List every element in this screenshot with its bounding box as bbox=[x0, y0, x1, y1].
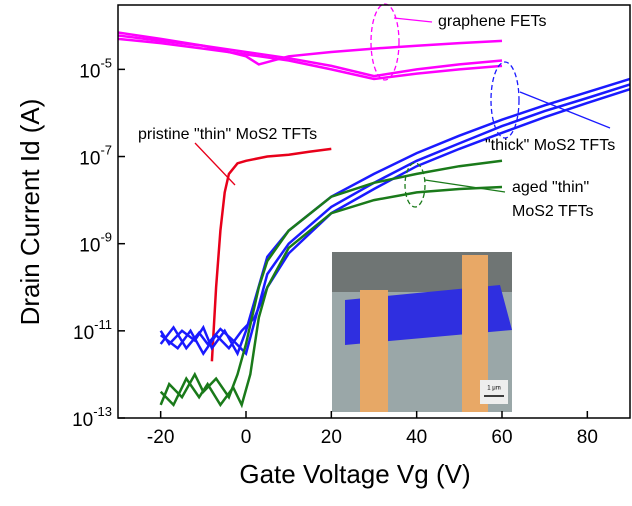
plot-lines bbox=[118, 31, 630, 409]
y-axis-title: Drain Current Id (A) bbox=[15, 99, 45, 326]
callouts bbox=[194, 3, 611, 208]
inset-image bbox=[332, 252, 512, 412]
series-line bbox=[159, 88, 630, 356]
annotation: MoS2 TFTs bbox=[512, 203, 594, 220]
x-tick-label: 40 bbox=[406, 427, 427, 448]
series-line bbox=[118, 34, 503, 78]
x-tick-label: 60 bbox=[491, 427, 512, 448]
plot-frame bbox=[117, 4, 631, 419]
series-line bbox=[210, 147, 332, 362]
x-axis-title: Gate Voltage Vg (V) bbox=[239, 459, 470, 489]
annotation: aged "thin" bbox=[512, 179, 589, 196]
series-line bbox=[159, 185, 503, 409]
annotation: pristine "thin" MoS2 TFTs bbox=[138, 126, 317, 143]
x-tick-label: -20 bbox=[147, 427, 174, 448]
annotation: graphene FETs bbox=[438, 13, 547, 30]
x-tick-label: 80 bbox=[577, 427, 598, 448]
series-line bbox=[118, 37, 503, 81]
annotation: "thick" MoS2 TFTs bbox=[485, 137, 615, 154]
y-tick-label: 10-13 bbox=[72, 404, 112, 431]
y-tick-label: 10-5 bbox=[79, 56, 112, 83]
scale-bar-label: 1 μm bbox=[487, 386, 500, 392]
y-tick-label: 10-9 bbox=[79, 230, 112, 257]
series-line bbox=[159, 83, 630, 357]
y-tick-label: 10-7 bbox=[79, 143, 112, 170]
series-line bbox=[159, 159, 503, 406]
series-line bbox=[118, 31, 503, 66]
x-tick-label: 20 bbox=[321, 427, 342, 448]
x-tick-label: 0 bbox=[241, 427, 252, 448]
y-tick-label: 10-11 bbox=[73, 317, 112, 344]
